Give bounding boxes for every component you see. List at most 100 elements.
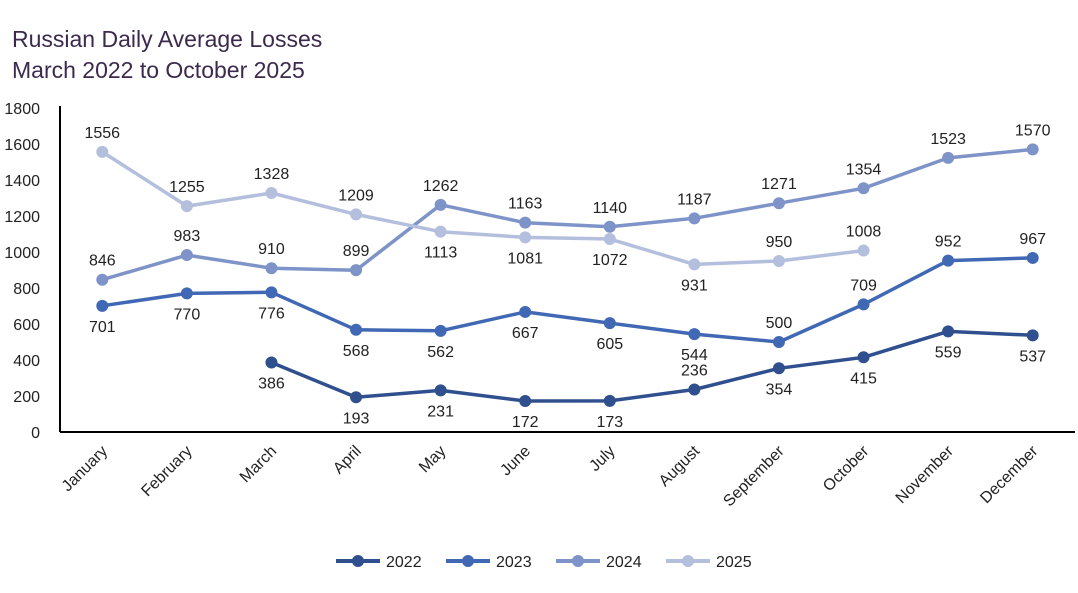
data-label-2025: 1072 xyxy=(592,252,628,269)
chart-title-block: Russian Daily Average Losses March 2022 … xyxy=(12,24,322,86)
data-point-2022 xyxy=(772,362,785,375)
data-label-2023: 770 xyxy=(174,306,201,323)
x-tick-label: December xyxy=(977,442,1042,507)
data-label-2023: 952 xyxy=(935,234,962,251)
x-tick-label: March xyxy=(237,443,280,486)
y-tick-label: 1200 xyxy=(4,209,40,226)
data-label-2025: 1081 xyxy=(507,250,543,267)
x-tick-label: June xyxy=(497,443,534,480)
data-labels-layer: 386 193 231 172 173 236 354 415 559 537 701 770 776 5… xyxy=(84,122,1050,431)
data-label-2022: 354 xyxy=(766,381,793,398)
data-point-2023 xyxy=(942,254,955,267)
y-tick-label: 1000 xyxy=(4,245,40,262)
x-tick-label: May xyxy=(416,443,449,476)
data-point-2023 xyxy=(688,328,701,341)
y-axis: 0 200 400 600 800 1000 1200 1400 1600 1800 xyxy=(4,101,61,442)
data-label-2023: 967 xyxy=(1019,231,1046,248)
data-label-2025: 1008 xyxy=(846,224,882,241)
x-tick-label: September xyxy=(720,442,788,510)
data-label-2025: 1255 xyxy=(169,179,205,196)
data-point-2025 xyxy=(772,255,785,267)
data-label-2022: 173 xyxy=(596,414,623,431)
data-point-2023 xyxy=(265,286,278,299)
data-label-2025: 931 xyxy=(681,277,708,294)
legend: 2022 2023 2024 2025 xyxy=(336,554,752,571)
data-label-2022: 193 xyxy=(343,410,370,427)
data-point-2024 xyxy=(1026,143,1039,156)
data-point-2022 xyxy=(1026,329,1039,342)
data-point-2022 xyxy=(265,356,278,369)
data-point-2025 xyxy=(350,208,363,221)
y-tick-label: 600 xyxy=(13,317,40,334)
data-point-2024 xyxy=(434,198,447,211)
x-axis: January February March April May June July Augu… xyxy=(59,431,1075,510)
data-label-2024: 983 xyxy=(174,228,201,245)
data-label-2022: 537 xyxy=(1019,348,1046,365)
data-label-2023: 562 xyxy=(427,344,454,361)
series-line-2023 xyxy=(102,256,1033,344)
data-point-2025 xyxy=(603,233,616,246)
data-point-2025 xyxy=(434,225,447,238)
data-label-2024: 1523 xyxy=(930,131,966,148)
data-point-2023 xyxy=(1026,251,1039,264)
data-point-2022 xyxy=(688,383,701,396)
legend-label-2022: 2022 xyxy=(386,554,422,571)
y-tick-label: 0 xyxy=(31,425,40,442)
legend-label-2024: 2024 xyxy=(606,554,642,571)
data-point-2023 xyxy=(96,299,109,312)
data-point-2024 xyxy=(857,182,870,195)
legend-marker-2024 xyxy=(572,555,584,567)
y-tick-label: 1800 xyxy=(4,101,40,118)
data-point-2023 xyxy=(180,287,193,300)
chart-subtitle: March 2022 to October 2025 xyxy=(12,57,305,83)
data-label-2024: 899 xyxy=(343,243,370,260)
data-label-2022: 559 xyxy=(935,344,962,361)
data-label-2024: 1163 xyxy=(508,196,543,213)
data-label-2024: 1140 xyxy=(593,200,628,217)
x-tick-label: August xyxy=(656,442,704,490)
data-point-2024 xyxy=(942,151,955,164)
x-tick-label: October xyxy=(820,442,873,495)
x-tick-label: July xyxy=(586,443,618,475)
data-label-2025: 1556 xyxy=(84,125,120,142)
data-label-2025: 1113 xyxy=(424,245,457,262)
data-label-2024: 910 xyxy=(258,241,285,258)
legend-label-2023: 2023 xyxy=(496,554,532,571)
data-label-2024: 1570 xyxy=(1015,122,1051,139)
data-point-2023 xyxy=(519,305,532,318)
data-label-2024: 1354 xyxy=(846,161,882,178)
data-point-2024 xyxy=(688,212,701,225)
data-point-2025 xyxy=(857,244,870,257)
data-point-2024 xyxy=(96,273,109,286)
series-line-2022 xyxy=(270,329,1033,403)
data-point-2024 xyxy=(519,216,532,229)
legend-label-2025: 2025 xyxy=(716,554,752,571)
data-point-2023 xyxy=(350,323,363,336)
data-label-2024: 1262 xyxy=(423,178,459,195)
data-point-2022 xyxy=(603,394,616,407)
legend-marker-2023 xyxy=(462,555,474,567)
chart-title: Russian Daily Average Losses xyxy=(12,26,323,52)
data-point-2024 xyxy=(265,262,278,275)
data-point-2023 xyxy=(603,317,616,330)
data-point-2022 xyxy=(519,395,532,408)
data-point-2025 xyxy=(180,200,193,213)
y-tick-label: 1400 xyxy=(4,173,40,190)
x-tick-label: January xyxy=(59,443,111,495)
data-label-2023: 605 xyxy=(596,336,623,353)
data-point-2024 xyxy=(603,220,616,233)
x-tick-label: February xyxy=(138,443,195,500)
y-tick-label: 400 xyxy=(13,353,40,370)
y-tick-label: 800 xyxy=(13,281,40,298)
data-point-2025 xyxy=(519,231,532,244)
data-label-2025: 1209 xyxy=(338,187,374,204)
data-point-2024 xyxy=(350,264,363,277)
data-point-2022 xyxy=(942,325,955,338)
data-label-2022: 386 xyxy=(258,376,285,393)
legend-marker-2025 xyxy=(682,555,694,567)
y-tick-label: 1600 xyxy=(4,137,40,154)
data-label-2025: 950 xyxy=(766,234,793,251)
data-label-2022: 236 xyxy=(681,363,708,380)
data-label-2023: 667 xyxy=(512,325,539,342)
data-label-2023: 709 xyxy=(850,277,877,294)
